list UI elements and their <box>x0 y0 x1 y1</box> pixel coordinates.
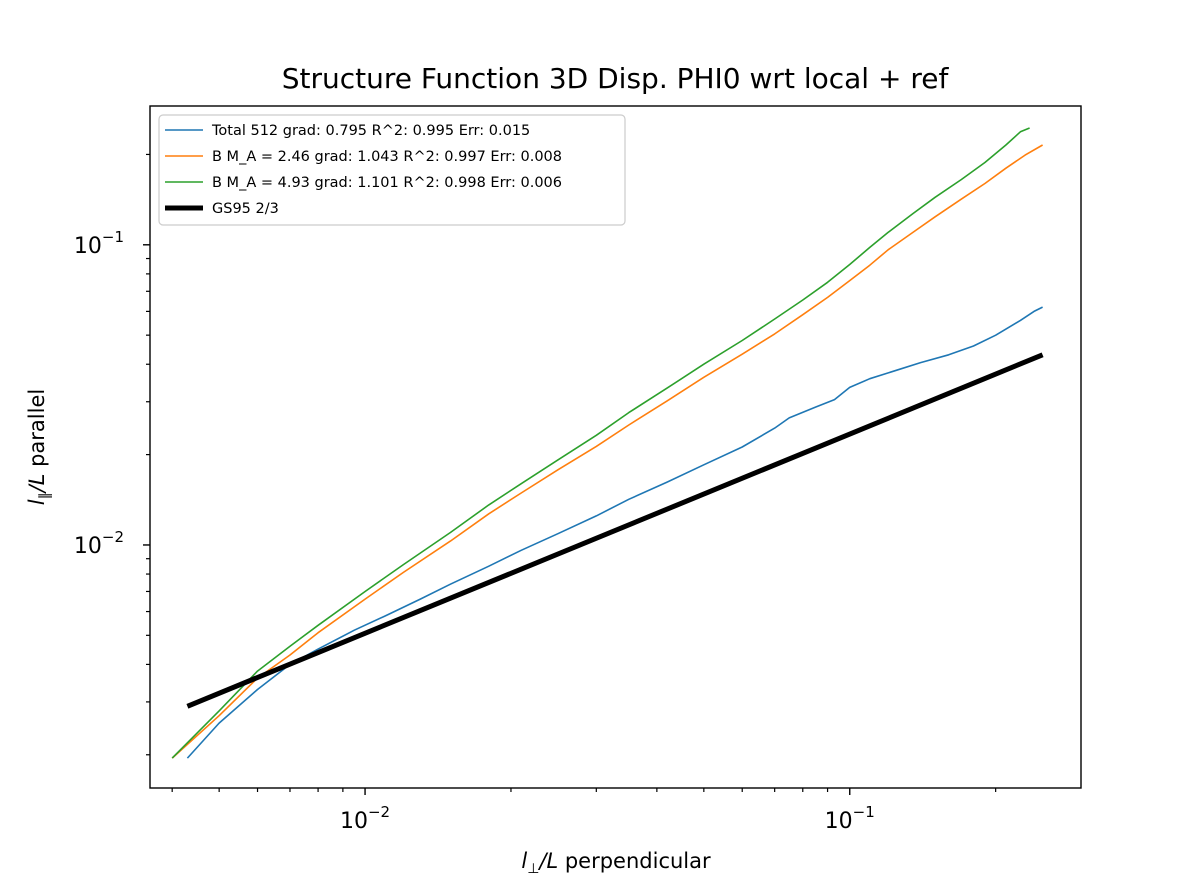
plot-frame <box>149 105 1082 789</box>
y-tick-exponent: −2 <box>102 528 124 546</box>
y-axis-label: l∥/L parallel <box>25 389 53 505</box>
legend-label: Total 512 grad: 0.795 R^2: 0.995 Err: 0.… <box>211 123 530 139</box>
y-tick-label: 10−2 <box>74 528 124 559</box>
series-line-1 <box>171 144 1043 759</box>
chart-title: Structure Function 3D Disp. PHI0 wrt loc… <box>282 62 950 95</box>
y-tick-base: 10 <box>74 234 102 259</box>
y-tick-label: 10−1 <box>74 228 124 259</box>
legend-box <box>158 114 626 226</box>
x-tick-exponent: −2 <box>368 803 390 821</box>
x-tick-label: 10−1 <box>825 803 875 834</box>
x-tick-base: 10 <box>825 809 853 834</box>
series-line-2 <box>171 127 1030 759</box>
series-line-3 <box>186 352 1044 709</box>
x-tick-label: 10−2 <box>340 803 390 834</box>
legend-label: GS95 2/3 <box>212 201 279 217</box>
x-tick-exponent: −1 <box>853 803 875 821</box>
series-line-0 <box>186 306 1043 759</box>
axis-ticks: 10−2 10−110−210−1 <box>74 153 997 834</box>
y-tick-base: 10 <box>74 534 102 559</box>
legend-label: B M_A = 2.46 grad: 1.043 R^2: 0.997 Err:… <box>212 149 562 165</box>
x-axis-label: l⊥/L perpendicular <box>521 849 711 877</box>
x-tick-base: 10 <box>340 809 368 834</box>
data-series <box>171 127 1044 759</box>
y-tick-exponent: −1 <box>102 228 124 246</box>
legend: Total 512 grad: 0.795 R^2: 0.995 Err: 0.… <box>158 114 626 226</box>
legend-label: B M_A = 4.93 grad: 1.101 R^2: 0.998 Err:… <box>212 175 562 191</box>
